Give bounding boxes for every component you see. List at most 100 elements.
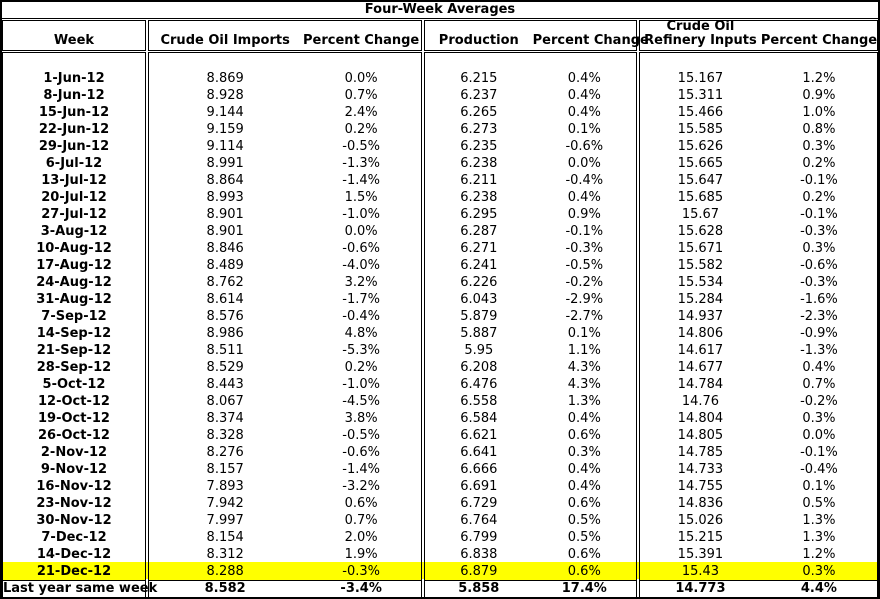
imports-value-cell: 8.901 — [206, 207, 244, 222]
imports-pct-cell: 1.9% — [344, 547, 378, 562]
table-row: 8-Jun-12 — [3, 87, 145, 104]
refinery-pct-header: Percent Change — [760, 33, 878, 48]
refinery-value-cell: 15.534 — [677, 275, 724, 290]
production-pct-cell: 0.4% — [567, 411, 601, 426]
refinery-pct-cell: -0.1% — [800, 207, 838, 222]
table-row: 6.838 0.6% — [425, 546, 636, 563]
table-row: 6.211 -0.4% — [425, 172, 636, 189]
imports-value-cell: 8.576 — [206, 309, 244, 324]
imports-value-cell: 8.288 — [206, 564, 244, 579]
table-row: 7.893 -3.2% — [149, 478, 421, 495]
footer-refinery-value: 14.773 — [675, 581, 726, 596]
table-row: 29-Jun-12 — [3, 138, 145, 155]
imports-pct-cell: -1.4% — [342, 173, 380, 188]
production-value-cell: 6.879 — [460, 564, 498, 579]
imports-value-cell: 8.154 — [206, 530, 244, 545]
table-row: 13-Jul-12 — [3, 172, 145, 189]
table-row: 15.284 -1.6% — [640, 291, 877, 308]
table-row: 6.208 4.3% — [425, 359, 636, 376]
footer-production-pct: 17.4% — [561, 581, 607, 596]
refinery-value-cell: 15.311 — [677, 88, 724, 103]
refinery-pct-cell: 0.8% — [802, 122, 836, 137]
production-pct-cell: -0.3% — [565, 241, 604, 256]
production-value-cell: 6.211 — [460, 173, 498, 188]
imports-header: Crude Oil Imports — [160, 33, 290, 48]
table-row: 8.312 1.9% — [149, 546, 421, 563]
table-row: 6.238 0.4% — [425, 189, 636, 206]
week-cell: 3-Aug-12 — [40, 223, 108, 239]
production-value-cell: 5.95 — [464, 343, 494, 358]
refinery-value-cell: 14.76 — [681, 394, 720, 409]
table-row: 6.226 -0.2% — [425, 274, 636, 291]
refinery-value-cell: 14.806 — [677, 326, 724, 341]
table-row: 16-Nov-12 — [3, 478, 145, 495]
production-header: Production — [438, 33, 519, 48]
production-value-cell: 6.208 — [460, 360, 498, 375]
refinery-pct-cell: 0.0% — [802, 428, 836, 443]
week-cell: 30-Nov-12 — [36, 512, 112, 528]
week-cell: 23-Nov-12 — [36, 495, 112, 511]
table-row: 6.691 0.4% — [425, 478, 636, 495]
table-row: 14.937 -2.3% — [640, 308, 877, 325]
week-cell: 1-Jun-12 — [43, 70, 105, 86]
imports-value-cell: 8.312 — [206, 547, 244, 562]
table-row: 15.582 -0.6% — [640, 257, 877, 274]
table-title: Four-Week Averages — [2, 2, 878, 19]
week-cell: 22-Jun-12 — [38, 121, 110, 137]
refinery-pct-cell: -0.1% — [800, 173, 838, 188]
refinery-pct-cell: -0.4% — [800, 462, 838, 477]
table-row: 14.804 0.3% — [640, 410, 877, 427]
production-value-cell: 6.641 — [460, 445, 498, 460]
footer-imports-pct: -3.4% — [340, 581, 382, 596]
production-pct-cell: 0.4% — [567, 479, 601, 494]
week-cell: 13-Jul-12 — [41, 172, 107, 188]
table-row: 6.043 -2.9% — [425, 291, 636, 308]
table-row: 6.666 0.4% — [425, 461, 636, 478]
imports-pct-cell: 1.5% — [344, 190, 378, 205]
refinery-value-cell: 15.665 — [677, 156, 724, 171]
table-row: 8.614 -1.7% — [149, 291, 421, 308]
table-row: 15.43 0.3% — [640, 563, 877, 580]
table-row: 6.237 0.4% — [425, 87, 636, 104]
imports-pct-cell: 2.4% — [344, 105, 378, 120]
table-row: 6.799 0.5% — [425, 529, 636, 546]
table-row: 8.993 1.5% — [149, 189, 421, 206]
table-row: 7-Dec-12 — [3, 529, 145, 546]
table-row: 15.67 -0.1% — [640, 206, 877, 223]
refinery-pct-cell: -1.3% — [800, 343, 838, 358]
table-row: 8.864 -1.4% — [149, 172, 421, 189]
table-row: 21-Sep-12 — [3, 342, 145, 359]
refinery-value-cell: 14.785 — [677, 445, 724, 460]
production-pct-cell: 0.1% — [567, 122, 601, 137]
refinery-pct-cell: 0.2% — [802, 190, 836, 205]
imports-pct-cell: 3.2% — [344, 275, 378, 290]
imports-pct-cell: -1.7% — [342, 292, 380, 307]
imports-value-cell: 8.529 — [206, 360, 244, 375]
week-cell: 27-Jul-12 — [41, 206, 107, 222]
refinery-value-cell: 14.937 — [677, 309, 724, 324]
week-cell: 7-Dec-12 — [41, 529, 107, 545]
imports-pct-cell: -1.0% — [342, 207, 380, 222]
table-row: 6.238 0.0% — [425, 155, 636, 172]
imports-pct-cell: 0.2% — [344, 360, 378, 375]
table-row: 21-Dec-12 — [3, 562, 145, 580]
table-row: 5.887 0.1% — [425, 325, 636, 342]
table-row: 12-Oct-12 — [3, 393, 145, 410]
production-value-cell: 6.238 — [460, 190, 498, 205]
week-cell: 28-Sep-12 — [36, 359, 112, 375]
imports-value-cell: 8.489 — [206, 258, 244, 273]
imports-column-group: 8.869 0.0% 8.928 0.7% 9.144 2.4% 9.159 0.2% 9.11… — [148, 52, 422, 597]
imports-pct-cell: 0.7% — [344, 88, 378, 103]
footer-row: 8.582 -3.4% — [149, 580, 421, 597]
imports-value-cell: 8.374 — [206, 411, 244, 426]
table-row: 1-Jun-12 — [3, 70, 145, 87]
table-row: 7.942 0.6% — [149, 495, 421, 512]
table-row: 6.764 0.5% — [425, 512, 636, 529]
refinery-value-cell: 15.466 — [677, 105, 724, 120]
refinery-pct-cell: 1.2% — [802, 71, 836, 86]
production-value-cell: 6.215 — [460, 71, 498, 86]
table-row: 6.235 -0.6% — [425, 138, 636, 155]
production-value-cell: 6.764 — [460, 513, 498, 528]
footer-week-label: Last year same week — [3, 580, 158, 596]
table-row: 5.879 -2.7% — [425, 308, 636, 325]
